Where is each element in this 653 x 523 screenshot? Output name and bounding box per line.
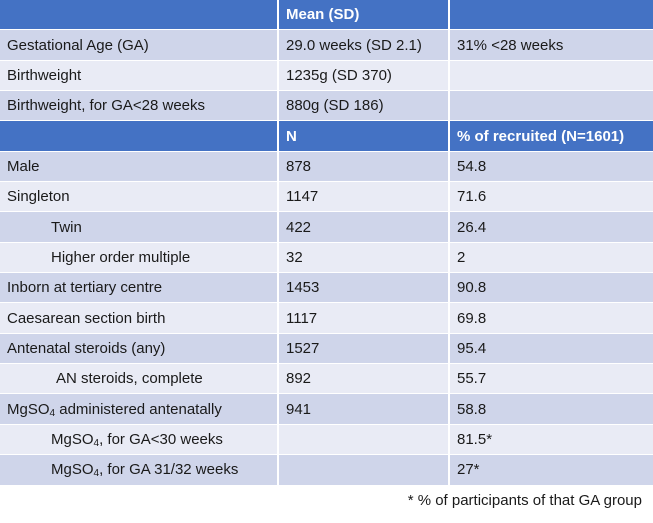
- row-percent: 90.8: [450, 273, 653, 304]
- header-cell-percent: % of recruited (N=1601): [450, 121, 653, 152]
- table-row: Birthweight 1235g (SD 370): [0, 60, 653, 92]
- header-cell-label: [0, 0, 279, 31]
- row-n: 1453: [279, 273, 450, 304]
- row-n: 941: [279, 394, 450, 425]
- row-label: Caesarean section birth: [0, 303, 279, 334]
- label-text: MgSO: [7, 400, 50, 418]
- subscript: 4: [93, 437, 100, 449]
- row-label: MgSO4 administered antenatally: [0, 394, 279, 425]
- row-percent: 26.4: [450, 212, 653, 243]
- label-text: administered antenatally: [55, 400, 222, 418]
- table-row: Higher order multiple 32 2: [0, 242, 653, 274]
- row-n: 1117: [279, 303, 450, 334]
- row-label: MgSO4, for GA 31/32 weeks: [0, 455, 279, 486]
- row-extra: [450, 60, 653, 92]
- table-row: Caesarean section birth 1117 69.8: [0, 303, 653, 334]
- row-label: MgSO4, for GA<30 weeks: [0, 424, 279, 456]
- header-cell-extra: [450, 0, 653, 31]
- header-row-count: N % of recruited (N=1601): [0, 121, 653, 152]
- row-label: Antenatal steroids (any): [0, 333, 279, 365]
- label-text: MgSO: [51, 430, 94, 448]
- table-row: Inborn at tertiary centre 1453 90.8: [0, 273, 653, 304]
- row-label: AN steroids, complete: [0, 364, 279, 395]
- row-n: 1527: [279, 333, 450, 365]
- row-percent: 69.8: [450, 303, 653, 334]
- row-label: Twin: [0, 212, 279, 243]
- row-percent: 55.7: [450, 364, 653, 395]
- header-cell-label: [0, 121, 279, 152]
- label-text: , for GA 31/32 weeks: [99, 461, 239, 479]
- footnote: * % of participants of that GA group: [407, 492, 642, 509]
- label-text: MgSO: [51, 461, 94, 479]
- header-cell-n: N: [279, 121, 450, 152]
- row-percent: 58.8: [450, 394, 653, 425]
- table-row: MgSO4 administered antenatally 941 58.8: [0, 394, 653, 425]
- table-row: Birthweight, for GA<28 weeks 880g (SD 18…: [0, 91, 653, 122]
- cohort-characteristics-table: Mean (SD) Gestational Age (GA) 29.0 week…: [0, 0, 653, 486]
- row-percent: 2: [450, 242, 653, 274]
- row-label: Higher order multiple: [0, 242, 279, 274]
- table-row: Antenatal steroids (any) 1527 95.4: [0, 333, 653, 365]
- row-label: Gestational Age (GA): [0, 30, 279, 61]
- header-cell-mean-sd: Mean (SD): [279, 0, 450, 31]
- row-percent: 71.6: [450, 182, 653, 213]
- row-percent: 81.5*: [450, 424, 653, 456]
- table-row: Male 878 54.8: [0, 151, 653, 183]
- table-row: MgSO4, for GA 31/32 weeks 27*: [0, 455, 653, 486]
- row-label: Birthweight, for GA<28 weeks: [0, 91, 279, 122]
- row-label: Birthweight: [0, 60, 279, 92]
- row-label: Male: [0, 151, 279, 183]
- subscript: 4: [49, 407, 56, 419]
- table-row: Gestational Age (GA) 29.0 weeks (SD 2.1)…: [0, 30, 653, 61]
- row-n: 878: [279, 151, 450, 183]
- row-extra: [450, 91, 653, 122]
- row-label: Inborn at tertiary centre: [0, 273, 279, 304]
- table-row: Singleton 1147 71.6: [0, 182, 653, 213]
- row-n: 892: [279, 364, 450, 395]
- row-n: 1147: [279, 182, 450, 213]
- row-value: 29.0 weeks (SD 2.1): [279, 30, 450, 61]
- row-n: [279, 455, 450, 486]
- table-row: AN steroids, complete 892 55.7: [0, 364, 653, 395]
- row-extra: 31% <28 weeks: [450, 30, 653, 61]
- table-row: Twin 422 26.4: [0, 212, 653, 243]
- row-percent: 54.8: [450, 151, 653, 183]
- row-percent: 27*: [450, 455, 653, 486]
- subscript: 4: [93, 468, 100, 480]
- row-percent: 95.4: [450, 333, 653, 365]
- header-row-mean: Mean (SD): [0, 0, 653, 31]
- row-value: 1235g (SD 370): [279, 60, 450, 92]
- row-value: 880g (SD 186): [279, 91, 450, 122]
- label-text: , for GA<30 weeks: [99, 430, 223, 448]
- row-n: [279, 424, 450, 456]
- table-row: MgSO4, for GA<30 weeks 81.5*: [0, 424, 653, 456]
- row-n: 32: [279, 242, 450, 274]
- row-n: 422: [279, 212, 450, 243]
- row-label: Singleton: [0, 182, 279, 213]
